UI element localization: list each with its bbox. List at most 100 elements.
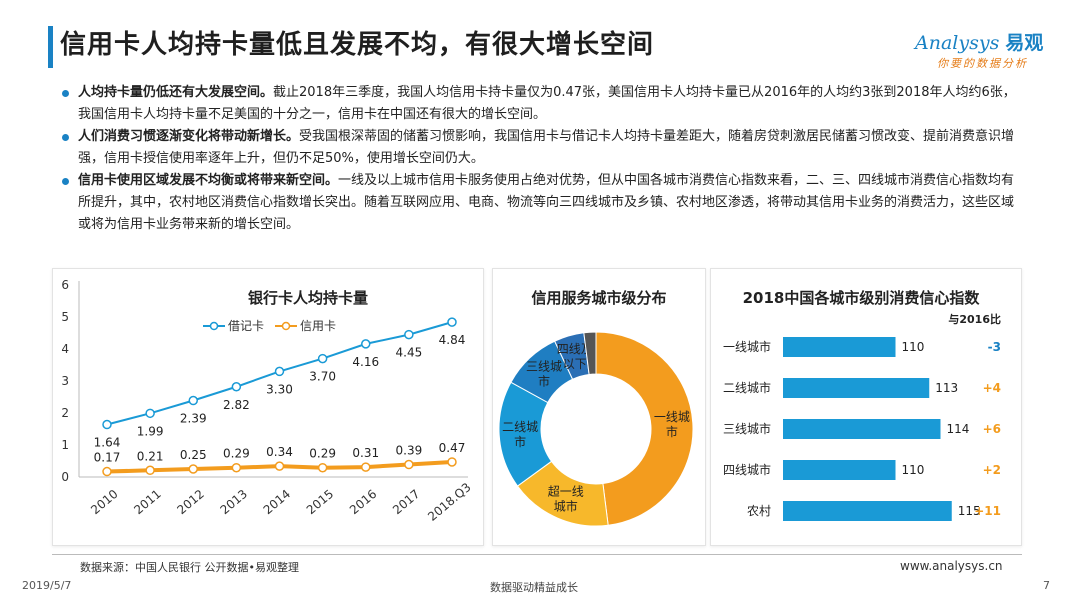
bar-value-label: 110 xyxy=(902,340,925,354)
x-tick-label: 2017 xyxy=(390,487,422,517)
data-label: 0.21 xyxy=(137,449,164,463)
data-point xyxy=(188,395,198,406)
legend-debit-marker xyxy=(209,321,219,331)
bullet-heading: 人均持卡量仍低还有大发展空间。 xyxy=(78,85,274,100)
bullet-heading: 人们消费习惯逐渐变化将带动新增长。 xyxy=(78,129,300,144)
bar-category-label: 一线城市 xyxy=(723,339,771,354)
data-label: 4.84 xyxy=(439,333,466,347)
slice-label-text: 市 xyxy=(538,374,550,389)
legend-credit-label: 信用卡 xyxy=(300,319,336,333)
line-chart: 银行卡人均持卡量 借记卡 信用卡 0 1 2 3 4 5 6 2010 2011 2012 2013… xyxy=(61,278,473,524)
page-number: 7 xyxy=(1043,579,1050,592)
y-tick-label: 5 xyxy=(61,310,69,324)
data-point xyxy=(274,461,285,471)
x-tick-label: 2013 xyxy=(218,487,250,517)
bar-category-label: 二线城市 xyxy=(723,380,771,395)
bar-value-label: 113 xyxy=(935,381,958,395)
change-label: +6 xyxy=(983,422,1001,436)
data-source: 数据来源：中国人民银行 公开数据•易观整理 xyxy=(80,561,299,574)
bullet-text: 受我国根深蒂固的储蓄习惯影响，我国信用卡与借记卡人均持卡量差距大，随着房贷刺激居… xyxy=(78,129,1015,166)
data-label: 0.29 xyxy=(223,447,250,461)
change-label: +4 xyxy=(983,381,1001,395)
chart-legend: 借记卡 信用卡 xyxy=(203,319,336,333)
bullet-item: 人们消费习惯逐渐变化将带动新增长。受我国根深蒂固的储蓄习惯影响，我国信用卡与借记… xyxy=(62,126,1022,170)
slice-label-text: 一线城 xyxy=(654,410,690,424)
bar-category-label: 农村 xyxy=(747,504,771,518)
x-tick-label: 2014 xyxy=(261,487,293,517)
data-label: 0.31 xyxy=(352,446,379,460)
logo-italic: nalysys xyxy=(928,32,1000,54)
x-tick-label: 2015 xyxy=(304,487,336,517)
data-label: 1.99 xyxy=(137,424,164,438)
data-point xyxy=(145,465,155,476)
data-label: 0.47 xyxy=(439,441,466,455)
logo-prefix: A xyxy=(915,32,929,54)
legend-credit-marker xyxy=(281,321,291,331)
y-tick-label: 4 xyxy=(61,342,69,356)
y-tick-label: 0 xyxy=(61,470,69,484)
data-point xyxy=(361,462,371,472)
donut-slice xyxy=(595,331,694,526)
logo-cn: 易观 xyxy=(1005,32,1044,54)
logo-wordmark: Analysys 易观 xyxy=(915,28,1055,55)
data-point xyxy=(447,457,457,467)
bar-chart-title: 2018中国各城市级别消费信心指数 xyxy=(743,289,981,307)
data-point xyxy=(145,408,155,419)
bar xyxy=(783,378,930,398)
line-chart-panel: 银行卡人均持卡量 借记卡 信用卡 0 1 2 3 4 5 6 2010 2011 2012 2013… xyxy=(52,268,484,546)
data-point xyxy=(404,329,414,340)
bar xyxy=(783,419,941,439)
data-label: 0.29 xyxy=(309,447,336,461)
footer-date: 2019/5/7 xyxy=(22,579,72,592)
slice-label-text: 以下 xyxy=(563,357,587,371)
data-label: 2.39 xyxy=(180,412,207,426)
y-tick-label: 3 xyxy=(61,374,69,388)
title-accent-bar xyxy=(48,26,53,68)
donut-chart-panel: 信用服务城市级分布 一线城市超一线 城市 二线城市三线城市四线及 以下 xyxy=(492,268,706,546)
y-tick-label: 2 xyxy=(61,406,69,420)
slice-label-text: 三线城 xyxy=(526,360,562,374)
page-title: 信用卡人均持卡量低且发展不均，有很大增长空间 xyxy=(60,30,655,60)
data-label: 1.64 xyxy=(94,436,121,450)
bullet-list: 人均持卡量仍低还有大发展空间。截止2018年三季度，我国人均信用卡持卡量仅为0.… xyxy=(62,82,1022,236)
data-label: 3.70 xyxy=(309,370,336,384)
data-label: 0.17 xyxy=(94,451,121,465)
y-tick-label: 6 xyxy=(61,278,69,292)
bar-chart-subtitle: 与2016比 xyxy=(948,312,1001,326)
bar-plot-area: 一线城市 110 -3 二线城市 113 +4 三线城市 114 +6 四线城市 110 +2 农村 11… xyxy=(723,337,1001,521)
data-point xyxy=(274,366,285,377)
x-tick-label: 2010 xyxy=(88,487,120,517)
bullet-item: 信用卡使用区域发展不均衡或将带来新空间。一线及以上城市信用卡服务使用占绝对优势，… xyxy=(62,170,1022,236)
data-point xyxy=(447,317,457,327)
bar-value-label: 110 xyxy=(902,463,925,477)
bar xyxy=(783,501,952,521)
data-label: 0.34 xyxy=(266,445,293,459)
donut-slice xyxy=(583,331,597,375)
donut-chart-title: 信用服务城市级分布 xyxy=(531,289,666,307)
change-label: +2 xyxy=(983,463,1001,477)
bullet-dot xyxy=(62,178,69,185)
logo-slogan: 你要的数据分析 xyxy=(937,57,1028,70)
bar-value-label: 114 xyxy=(947,422,970,436)
bullet-dot xyxy=(62,134,69,141)
data-label: 2.82 xyxy=(223,398,250,412)
slice-label-text: 市 xyxy=(666,424,678,439)
bar-category-label: 三线城市 xyxy=(723,421,771,436)
bar-value-label: 115 xyxy=(958,504,981,518)
bullet-heading: 信用卡使用区域发展不均衡或将带来新空间。 xyxy=(78,173,339,188)
data-point xyxy=(317,462,328,473)
bullet-dot xyxy=(62,90,69,97)
change-label: +11 xyxy=(974,504,1001,518)
footer-slogan: 数据驱动精益成长 xyxy=(490,581,578,594)
slice-label-text: 城市 xyxy=(554,499,578,514)
bullet-text: 截止2018年三季度，我国人均信用卡持卡量仅为0.47张，美国信用卡人均持卡量已… xyxy=(78,85,1016,122)
slice-label-text: 超一线 xyxy=(548,484,584,499)
slice-label-text: 二线城 xyxy=(502,420,538,434)
data-label: 0.25 xyxy=(180,448,207,462)
plot-area: 1.64 1.99 2.39 2.82 3.30 3.70 4.16 4.45 4.84 0.17… xyxy=(94,317,466,477)
data-point xyxy=(231,462,242,473)
